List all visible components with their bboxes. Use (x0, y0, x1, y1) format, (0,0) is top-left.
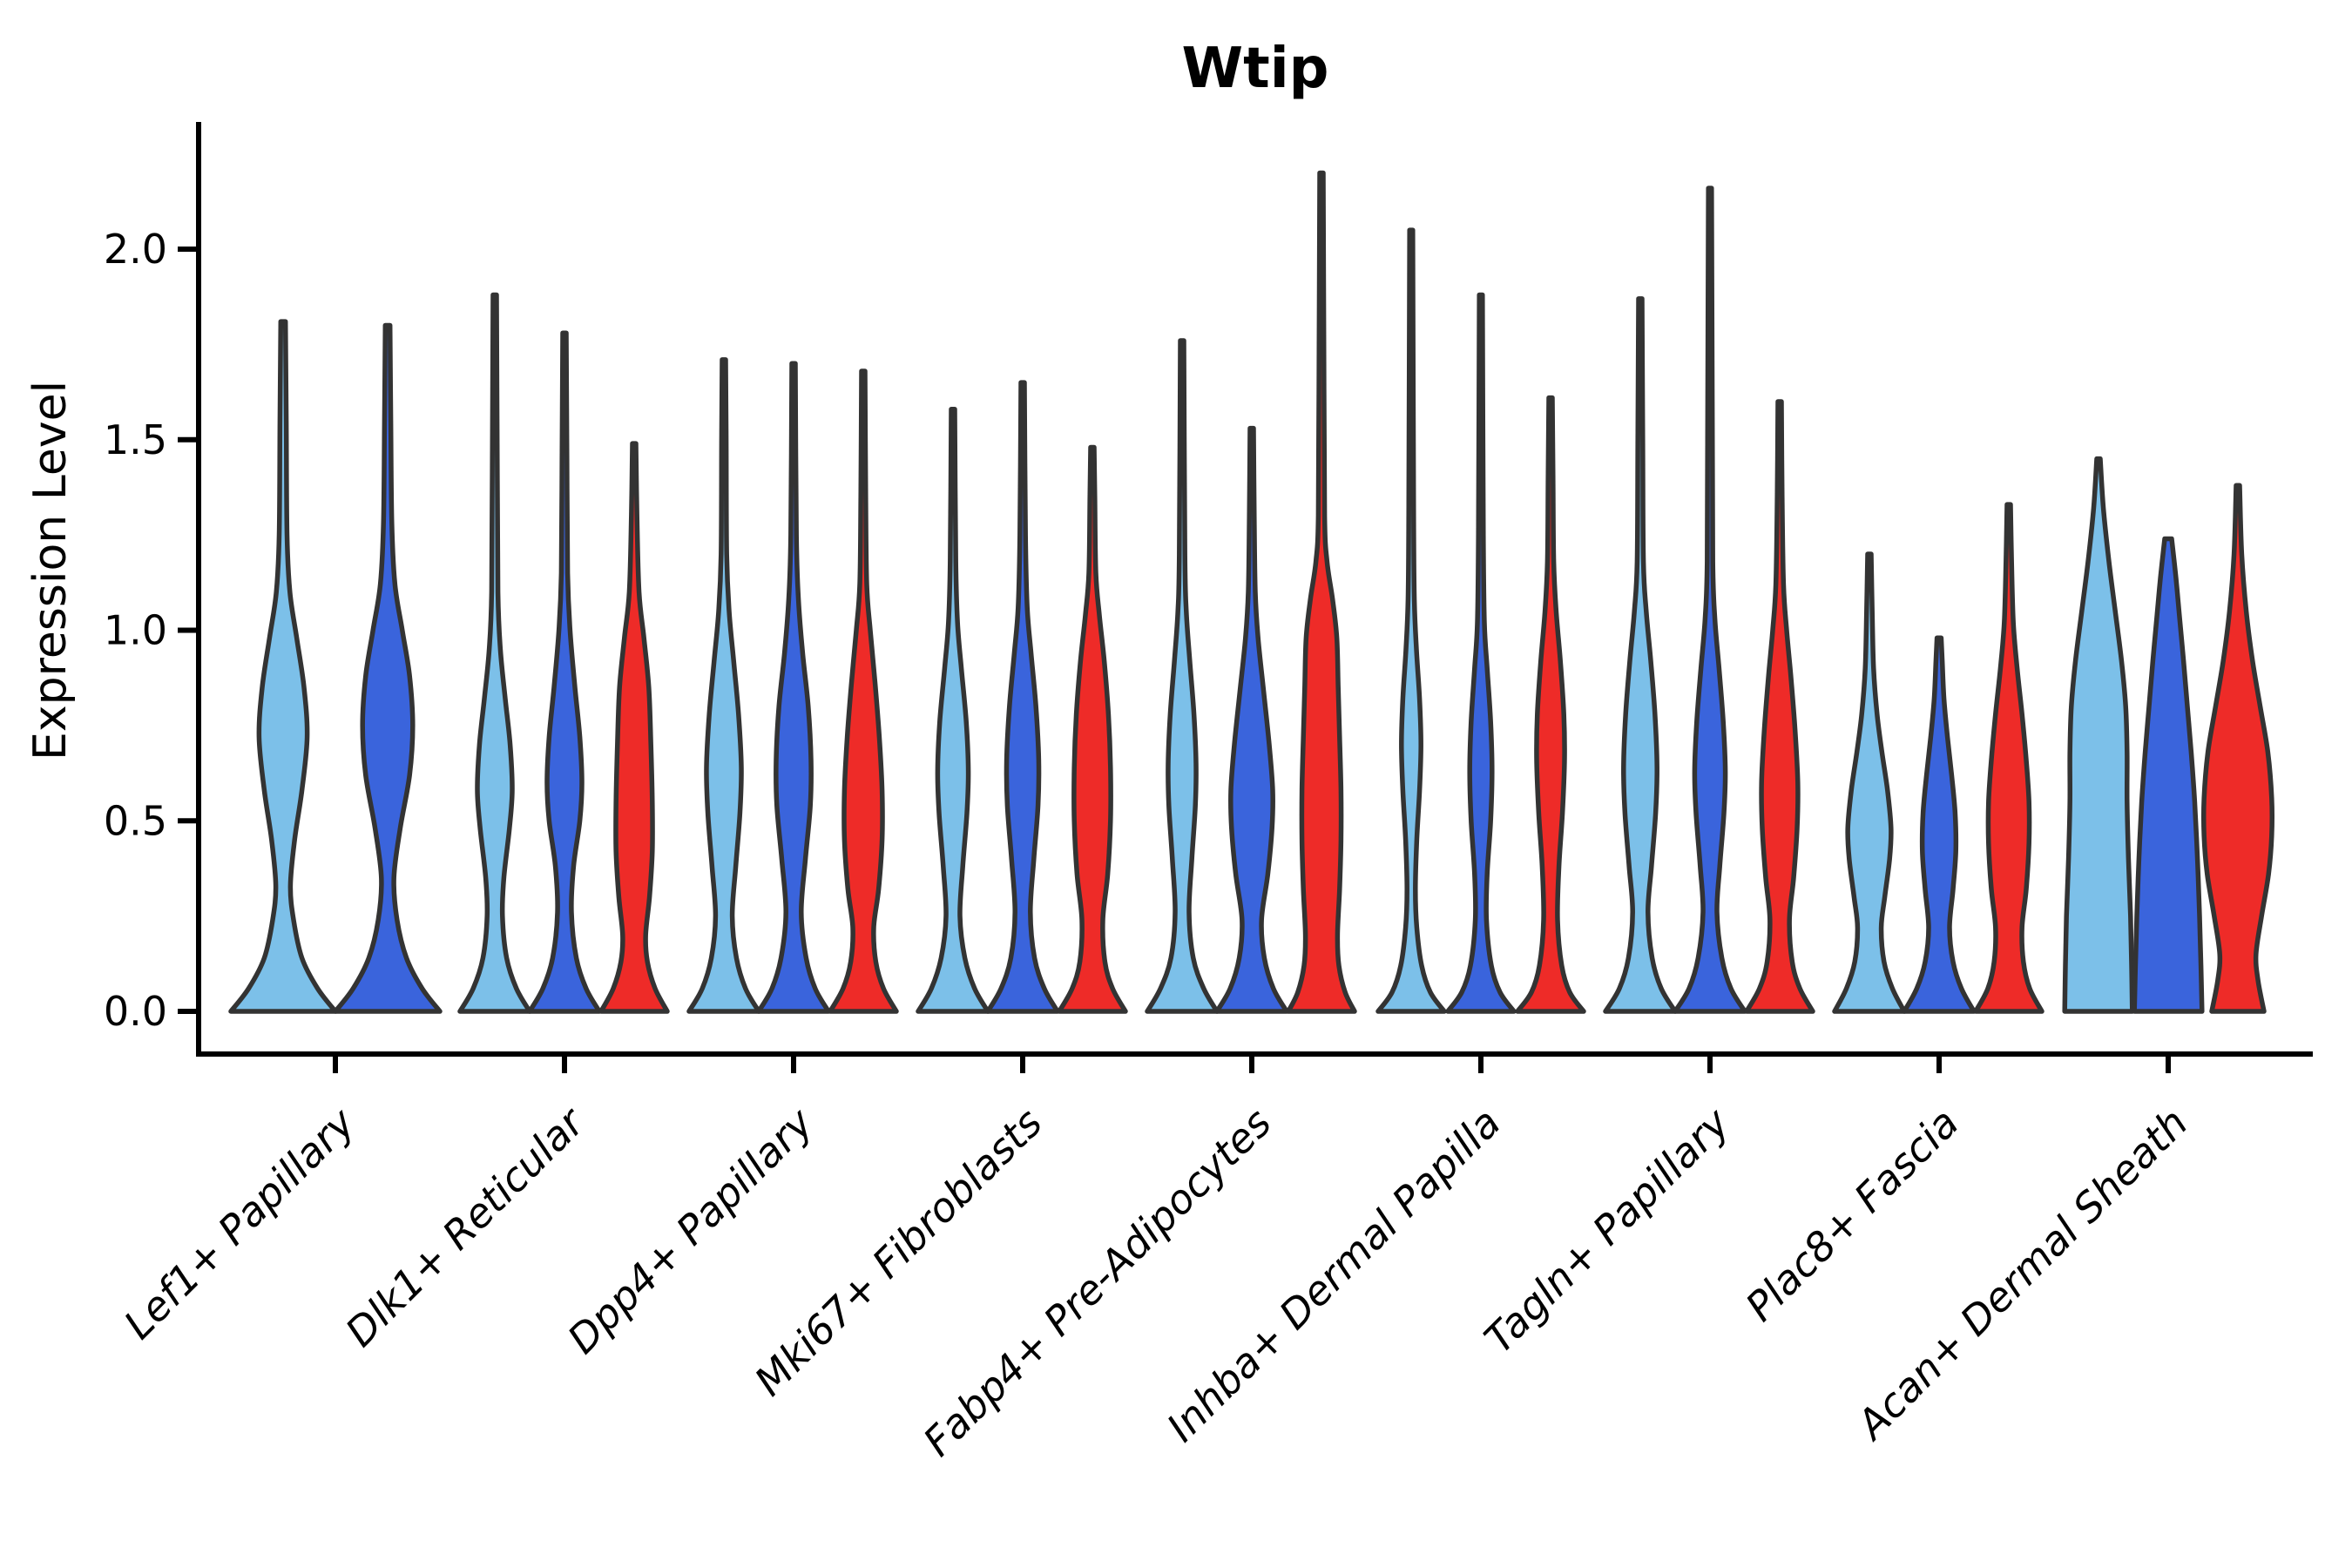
violins-layer (228, 170, 2275, 1014)
x-tick-label: Dlk1+ Reticular (336, 1097, 595, 1355)
violin-8-1 (1832, 551, 1907, 1014)
x-tick-label: Dpp4+ Papillary (558, 1098, 822, 1362)
y-tick-label: 1.5 (104, 416, 167, 463)
violin-4-1 (916, 407, 990, 1014)
y-axis-label: Expression Level (24, 381, 77, 760)
y-tick-label: 2.0 (104, 226, 167, 273)
x-tick-label: Lef1+ Papillary (115, 1098, 364, 1348)
violin-1-1 (228, 319, 338, 1014)
violin-3-2 (756, 361, 831, 1014)
violin-9-1 (2062, 456, 2135, 1014)
violin-5-2 (1214, 425, 1289, 1014)
violin-8-2 (1902, 635, 1977, 1014)
violin-6-2 (1445, 292, 1517, 1014)
violin-6-3 (1515, 395, 1586, 1014)
violin-1-2 (333, 322, 443, 1014)
x-tick-label: Plac8+ Fascia (1736, 1099, 1967, 1330)
chart-title: Wtip (1182, 37, 1329, 101)
y-tick-label: 0.5 (104, 797, 167, 844)
violin-3-3 (828, 368, 899, 1014)
y-tick-label: 0.0 (104, 988, 167, 1035)
violin-2-2 (527, 330, 602, 1014)
violin-6-1 (1375, 227, 1447, 1014)
y-tick-label: 1.0 (104, 607, 167, 654)
violin-8-3 (1973, 502, 2044, 1014)
violin-9-2 (2132, 536, 2205, 1014)
violin-4-2 (985, 380, 1060, 1014)
violin-4-3 (1057, 444, 1128, 1014)
violin-3-1 (686, 357, 761, 1014)
violin-7-1 (1603, 296, 1678, 1014)
violin-7-2 (1673, 186, 1747, 1014)
violin-5-3 (1286, 170, 1357, 1014)
x-tick-label: Tagln+ Papillary (1475, 1098, 1739, 1362)
violin-7-3 (1744, 399, 1815, 1014)
violin-9-3 (2200, 483, 2275, 1014)
violin-2-3 (598, 441, 670, 1014)
violin-2-1 (457, 292, 532, 1014)
violin-5-1 (1145, 338, 1220, 1014)
